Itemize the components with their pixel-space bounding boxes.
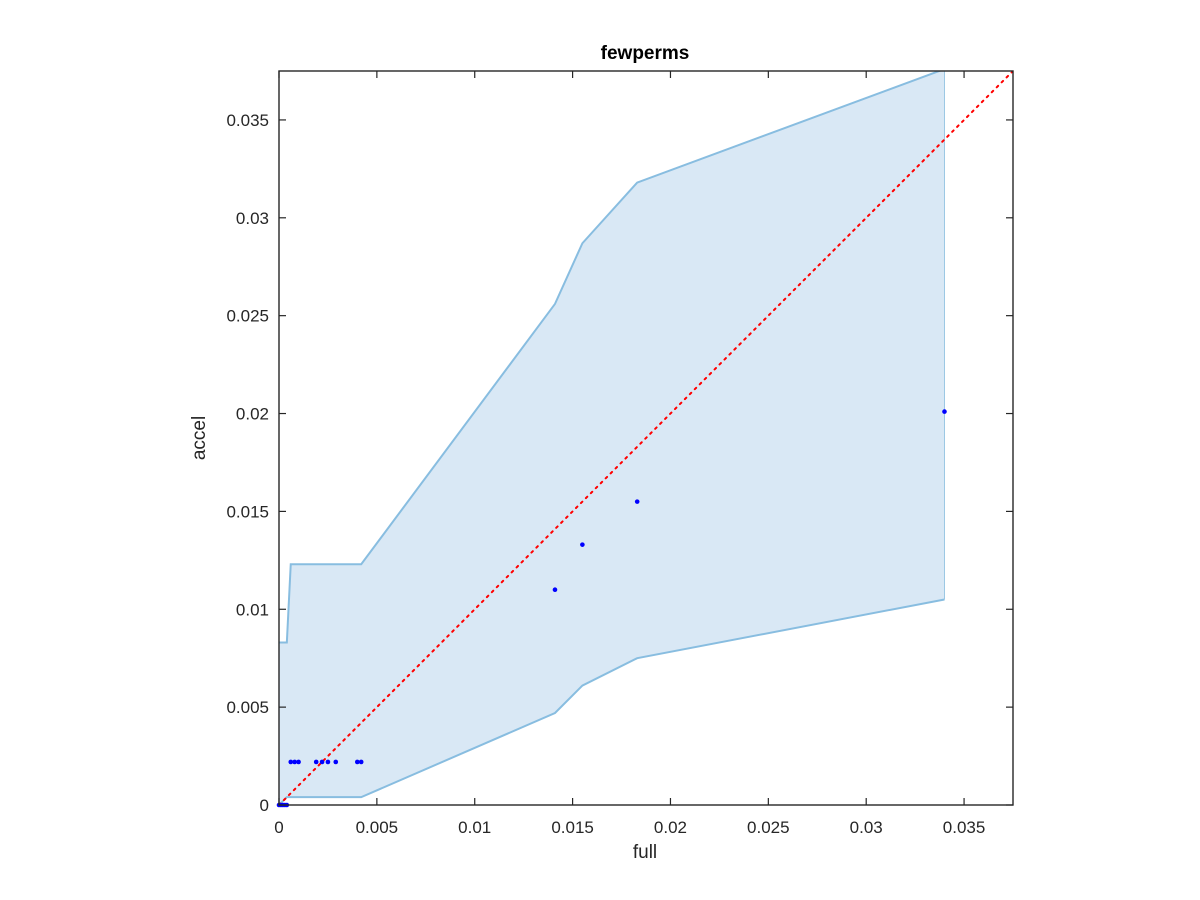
y-tick-label: 0.015 [226,502,269,521]
x-tick-label: 0.03 [850,818,883,837]
data-point [333,759,339,765]
reference-line-layer [279,71,1013,805]
data-point [580,542,585,547]
data-point [634,499,640,504]
data-point [325,759,331,765]
confidence-band-area [279,71,945,805]
data-point [296,759,301,765]
x-axis-label: full [633,842,657,863]
axis-ticks: 0 0.005 0.01 0.015 0.02 0.025 0.03 0.035 0 0.005 0… [226,71,1013,837]
y-tick-label: 0.035 [226,111,269,130]
chart-title: fewperms [601,43,690,64]
y-tick-label: 0.005 [226,698,269,717]
data-point [288,759,294,765]
data-point [354,759,360,765]
confidence-band-layer [279,71,945,805]
x-tick-label: 0 [274,818,283,837]
y-tick-label: 0.025 [226,307,269,326]
x-tick-label: 0.025 [747,818,790,837]
data-point [319,759,325,765]
x-tick-label: 0.015 [551,818,594,837]
x-tick-label: 0.005 [356,818,399,837]
reference-line [279,71,1013,805]
data-point [942,409,947,414]
x-tick-label: 0.035 [943,818,986,837]
y-tick-label: 0.03 [236,209,269,228]
confidence-band-lower-line [279,598,945,805]
y-tick-label: 0 [260,796,269,815]
data-point [552,587,558,592]
x-tick-label: 0.02 [654,818,687,837]
y-tick-label: 0.01 [236,600,269,619]
data-point [358,759,364,765]
confidence-band-upper-line [279,71,943,644]
y-axis-label: accel [189,416,210,460]
plot-area-frame [278,70,1014,806]
data-point [313,759,319,765]
x-tick-label: 0.01 [458,818,491,837]
y-tick-label: 0.02 [236,405,269,424]
data-point [292,759,297,765]
